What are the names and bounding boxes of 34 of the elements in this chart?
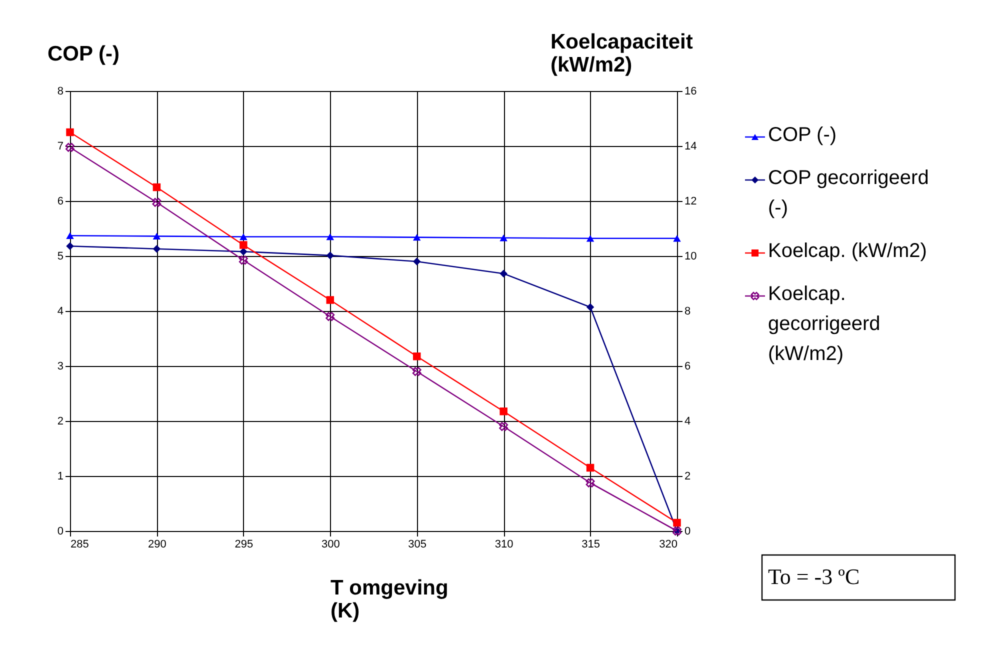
x-tick-label: 300 [321,538,340,550]
y2-tick-label: 10 [684,250,697,262]
y2-tick-label: 4 [684,416,691,428]
y-tick-label: 7 [57,140,64,152]
x-tick-label: 320 [659,538,678,550]
y2-tick-label: 16 [684,86,697,98]
y2-tick-label: 6 [684,360,691,372]
legend-label: Koelcap. gecorrigeerd (kW/m2) [768,283,880,365]
x-tick-label: 305 [408,538,427,550]
legend-label: Koelcap. (kW/m2) [768,240,927,262]
y-tick-label: 1 [57,470,64,482]
text: To = -3 ºC [768,564,860,589]
y2-tick-label: 8 [684,306,691,318]
y2-axis-title: Koelcapaciteit (kW/m2) [550,30,693,76]
y2-tick-label: 2 [684,470,691,482]
y-axis-title: COP (-) [48,42,120,66]
x-tick-label: 315 [582,538,600,550]
legend-label: COP (-) [768,124,837,146]
y2-tick-label: 12 [684,196,697,208]
x-axis-title: T omgeving (K) [330,576,448,622]
y2-tick-label: 0 [684,526,691,538]
x-tick-label: 295 [234,538,254,550]
y2-tick-label: 14 [684,140,697,152]
legend-label: COP gecorrigeerd (-) [768,167,929,219]
y-tick-label: 2 [57,416,64,428]
y-tick-label: 0 [57,526,64,538]
y-tick-label: 4 [57,306,64,318]
x-tick-label: 310 [494,538,514,550]
y-tick-label: 8 [57,86,64,98]
y-tick-label: 3 [57,360,64,372]
y-tick-label: 5 [57,250,64,262]
x-tick-label: 290 [148,538,166,550]
x-tick-label: 285 [70,538,89,550]
y-tick-label: 6 [57,196,64,208]
